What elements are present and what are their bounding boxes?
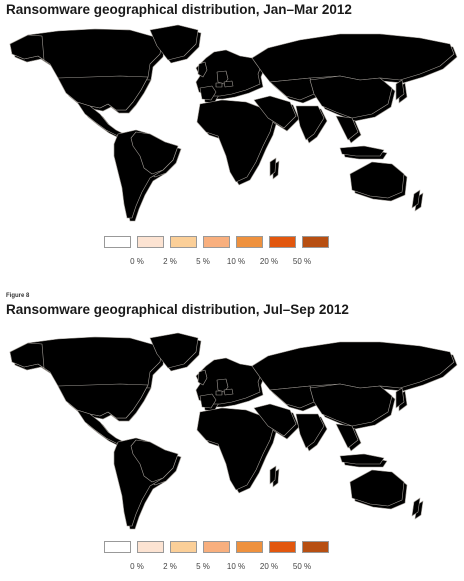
legend-label: 20 % xyxy=(253,257,285,266)
legend-label: 2 % xyxy=(154,562,186,571)
legend-swatch xyxy=(236,541,263,553)
map1-title: Ransomware geographical distribution, Ja… xyxy=(6,2,352,17)
legend-label: 10 % xyxy=(220,257,252,266)
legend-swatch xyxy=(170,541,197,553)
legend-swatch xyxy=(269,541,296,553)
legend-label: 5 % xyxy=(187,562,219,571)
map2-world-map xyxy=(0,330,464,536)
legend-swatch xyxy=(203,236,230,248)
legend-label: 20 % xyxy=(253,562,285,571)
legend-label: 5 % xyxy=(187,257,219,266)
legend-swatch xyxy=(302,236,329,248)
legend-swatch xyxy=(137,236,164,248)
legend-label: 10 % xyxy=(220,562,252,571)
legend-swatch xyxy=(104,541,131,553)
legend-label: 50 % xyxy=(286,562,318,571)
map2-title: Ransomware geographical distribution, Ju… xyxy=(6,302,349,317)
map1-legend: 0 % 2 % 5 % 10 % 20 % 50 % xyxy=(104,236,334,276)
legend-swatch xyxy=(137,541,164,553)
legend-swatch xyxy=(203,541,230,553)
legend-label: 50 % xyxy=(286,257,318,266)
figure-label: Figure 8 xyxy=(6,293,29,299)
legend-swatch xyxy=(170,236,197,248)
map2-legend: 0 % 2 % 5 % 10 % 20 % 50 % xyxy=(104,541,334,581)
legend-swatch xyxy=(104,236,131,248)
legend-swatch xyxy=(236,236,263,248)
legend-swatch xyxy=(302,541,329,553)
legend-label: 0 % xyxy=(121,257,153,266)
legend-label: 0 % xyxy=(121,562,153,571)
legend-swatch xyxy=(269,236,296,248)
legend-label: 2 % xyxy=(154,257,186,266)
map1-world-map xyxy=(0,22,464,228)
